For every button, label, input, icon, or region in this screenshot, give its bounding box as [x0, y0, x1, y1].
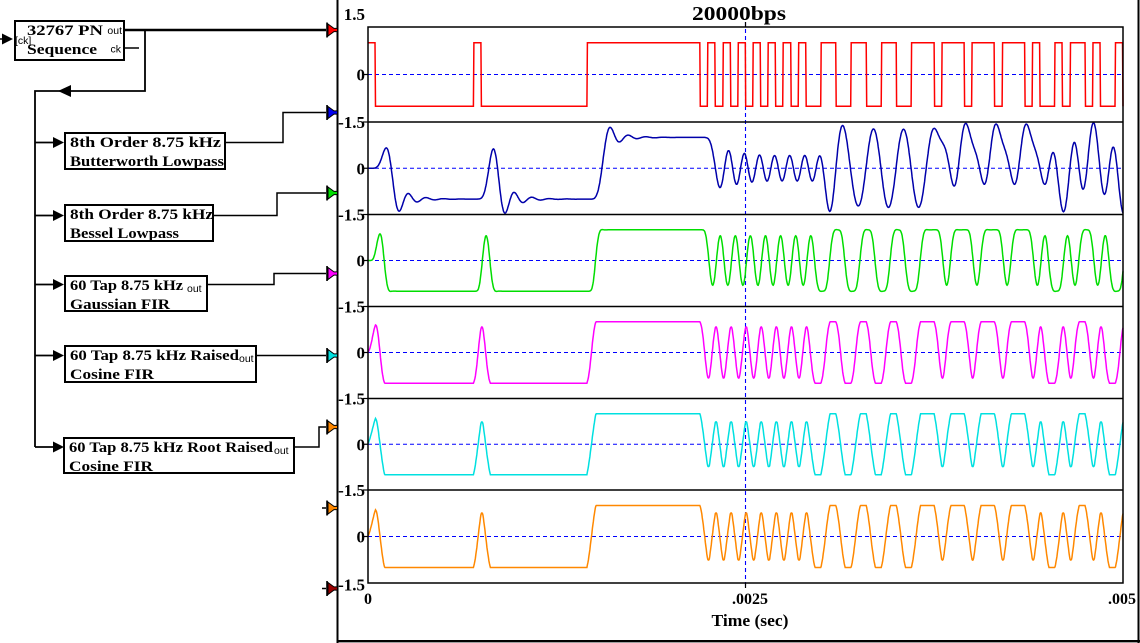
gaussian-out-sub: out [187, 283, 202, 295]
trace-1-butterworth-lowpass [368, 121, 1124, 215]
block-pn-line1: 32767 PN [27, 23, 103, 39]
raised-out-sub: out [239, 353, 254, 365]
arrowhead-pn-clock-input [2, 33, 13, 45]
wire-butterworth-out [226, 111, 326, 144]
arrowhead-raised-input [53, 350, 64, 361]
y-label-zero-3: 0 [357, 344, 366, 363]
block-raised-cosine-fir[interactable] [64, 345, 257, 383]
block-bessel-line1: 8th Order 8.75 kHz [70, 207, 213, 223]
sink-connector-arrow-icon-2 [327, 186, 338, 200]
x-tick-mid: .0025 [732, 591, 768, 608]
block-gaussian-line1: 60 Tap 8.75 kHz [70, 278, 183, 294]
y-label-zero-2: 0 [357, 252, 366, 271]
y-label-bottom-2: -1.5 [338, 298, 365, 317]
block-gaussian-line2: Gaussian FIR [70, 297, 170, 313]
arrowhead-bessel-input [53, 210, 64, 221]
sink-connector-arrow-icon-1 [327, 105, 338, 120]
wire-bessel-out [214, 192, 326, 217]
y-label-bottom-1: -1.5 [338, 206, 365, 225]
port-ck-label: ck [111, 44, 122, 56]
block-bessel-line2: Bessel Lowpass [70, 226, 179, 242]
arrowhead-butterworth-input [53, 137, 64, 148]
analysis-plot-window: 20000bps 1.50-1.50-1.50-1.50-1.50-1.50-1… [336, 0, 1140, 643]
block-pn-line2: Sequence [27, 42, 97, 58]
sink-input-connector-1[interactable] [326, 105, 338, 120]
trace-4-raised-cosine-fir [367, 413, 1124, 476]
sink-connector-arrow-icon-3 [327, 266, 338, 281]
arrowhead-rootraised-input [53, 441, 64, 453]
wire-rootraised-out [295, 426, 326, 448]
y-label-bottom-0: -1.5 [338, 113, 365, 132]
trace-2-bessel-lowpass [368, 228, 1124, 293]
block-butterworth-line2: Butterworth Lowpass [70, 154, 224, 170]
wire-feedback-bus [34, 30, 146, 447]
wire-gaussian-out [208, 272, 326, 286]
y-label-zero-4: 0 [357, 435, 366, 454]
sink-connector-arrow-icon-5 [327, 420, 338, 434]
y-label-bottom-3: -1.5 [338, 390, 365, 409]
rootraised-out-sub: out [274, 445, 289, 457]
sink-input-connector-4[interactable] [326, 348, 338, 363]
sink-connector-arrow-icon-0 [327, 23, 338, 37]
sink-input-connector-7[interactable] [326, 581, 338, 596]
block-root-raised-cosine-fir[interactable] [63, 437, 295, 474]
block-pn-sequence[interactable] [14, 20, 125, 61]
sink-input-connector-5[interactable] [326, 419, 338, 435]
trace-5-root-raised-cosine-fir [367, 504, 1124, 569]
trace-3-gaussian-fir [367, 321, 1124, 384]
sink-connector-arrow-icon-4 [327, 348, 338, 363]
trace-0-pn-sequence [368, 42, 1124, 107]
sink-input-connector-2[interactable] [326, 185, 338, 201]
sink-input-connector-0[interactable] [326, 22, 338, 38]
y-label-zero-0: 0 [357, 66, 366, 85]
sink-input-connector-3[interactable] [326, 266, 338, 281]
design-area: 32767 PN Sequence out ck [ck] 8th Order … [0, 22, 338, 596]
arrowhead-feedback [58, 85, 71, 97]
sink-input-connector-6[interactable] [326, 500, 338, 516]
port-out-label: out [107, 25, 122, 37]
x-tick-0: 0 [364, 591, 372, 608]
y-label-bottom-5: -1.5 [338, 576, 365, 595]
x-tick-end: .005 [1108, 591, 1136, 608]
block-butterworth-line1: 8th Order 8.75 kHz [70, 135, 221, 151]
y-label-zero-5: 0 [357, 528, 366, 547]
block-rootraised-line1: 60 Tap 8.75 kHz Root Raised [69, 440, 274, 456]
port-ckin-label: [ck] [15, 35, 31, 47]
x-axis-label: Time (sec) [712, 611, 789, 630]
y-label-bottom-4: -1.5 [338, 481, 365, 500]
sink-connector-arrow-icon-7 [327, 581, 338, 596]
block-rootraised-line2: Cosine FIR [69, 459, 153, 475]
block-gaussian-fir[interactable] [64, 275, 208, 312]
block-bessel[interactable] [64, 204, 214, 242]
plot-title: 20000bps [692, 3, 786, 25]
y-label-zero-1: 0 [357, 159, 366, 178]
y-label-top: 1.5 [344, 5, 365, 24]
sink-connector-arrow-icon-6 [327, 501, 338, 515]
block-raised-line2: Cosine FIR [70, 367, 154, 383]
block-raised-line1: 60 Tap 8.75 kHz Raised [70, 348, 240, 364]
block-butterworth[interactable] [64, 132, 226, 170]
arrowhead-gaussian-input [53, 279, 64, 290]
